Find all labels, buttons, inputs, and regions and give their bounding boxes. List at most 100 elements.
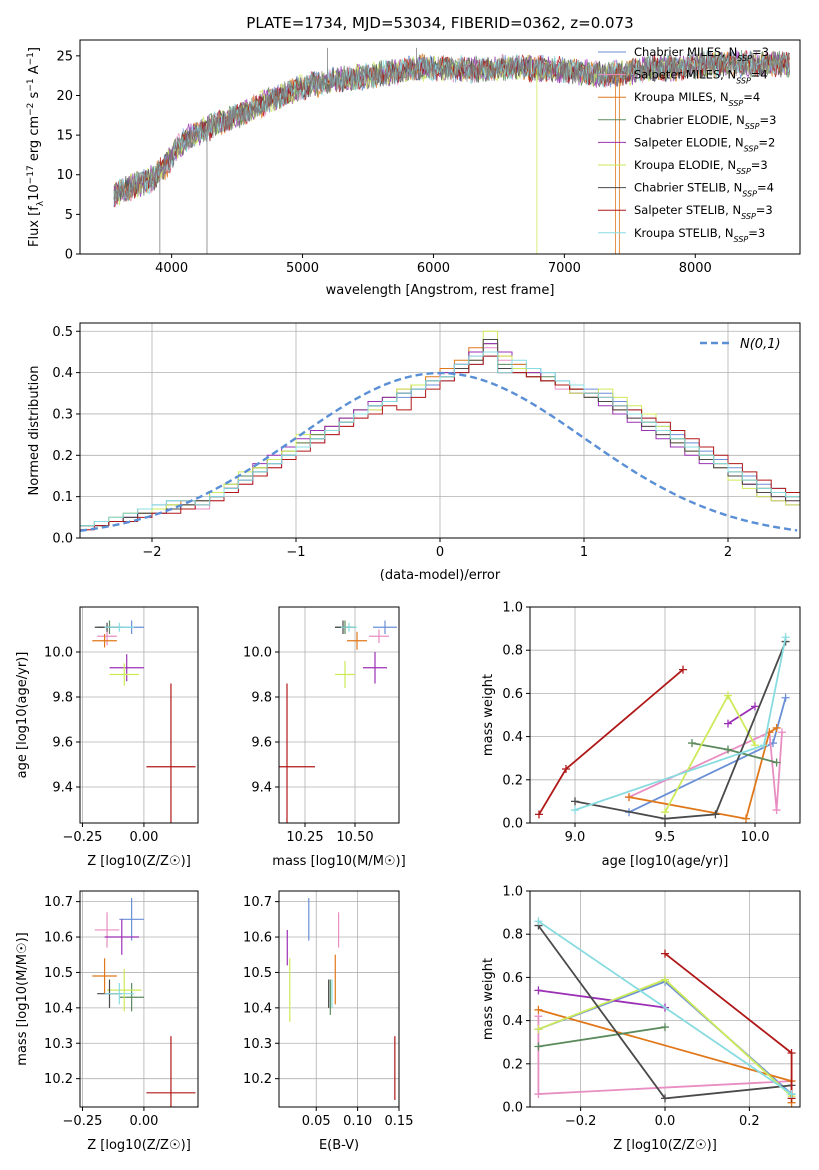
y-tick-label: 0.4 <box>502 730 523 745</box>
age_vs_mass-plot <box>279 620 397 823</box>
spectrum-data-line <box>113 51 790 205</box>
weight_vs_Z-ylabel: mass weight <box>481 958 496 1040</box>
weight-marker <box>625 793 633 802</box>
axes-border <box>79 890 199 1108</box>
weight-marker <box>661 1023 669 1032</box>
weight_vs_age-axes: 9.0 9.5 10.0 0.0 0.2 0.4 0.6 0.8 1.0 <box>502 601 801 845</box>
mass_vs_Z-axes: −0.25 0.00 10.2 10.3 10.4 10.5 10.6 10.7 <box>44 890 199 1129</box>
weight-line <box>537 920 793 1095</box>
spectrum-legend: Chabrier MILES, NSSP=3 Salpeter MILES, NS… <box>598 45 776 243</box>
x-tick-label: 9.0 <box>565 830 586 845</box>
weight-marker <box>781 633 790 642</box>
y-tick-label: 9.4 <box>251 781 272 796</box>
y-tick-label: 1.0 <box>502 601 523 616</box>
weight_vs_Z-axes: −0.2 0.0 0.2 0.0 0.2 0.4 0.6 0.8 1.0 <box>502 885 801 1129</box>
y-tick-label: 0 <box>65 248 73 263</box>
mass_vs_Z-ylabel: mass [log10(M/M☉)] <box>15 932 30 1065</box>
x-tick-label: 0.2 <box>739 1114 760 1129</box>
x-tick-label: −2 <box>142 545 161 560</box>
y-tick-label: 0.6 <box>502 687 523 702</box>
weight-marker <box>751 702 759 711</box>
x-tick-label: 0.00 <box>129 1114 158 1129</box>
weight-marker <box>562 765 570 773</box>
y-tick-label: 0.6 <box>502 971 523 986</box>
x-tick-label: 5000 <box>286 261 319 276</box>
x-tick-label: 1 <box>580 545 588 560</box>
spectrum-plot <box>113 47 790 254</box>
x-tick-label: 2 <box>724 545 732 560</box>
x-tick-label: 7000 <box>548 261 581 276</box>
weight-marker <box>534 917 543 926</box>
spectrum-xlabel: wavelength [Angstrom, rest frame] <box>326 283 555 298</box>
legend-entry: Salpeter MILES, NSSP=4 <box>634 68 768 86</box>
x-tick-label: 6000 <box>417 261 450 276</box>
mass_vs_ebv-xlabel: E(B-V) <box>319 1138 359 1153</box>
y-tick-label: 10.4 <box>243 1001 272 1016</box>
x-tick-label: 0.10 <box>343 1114 372 1129</box>
legend-entry: Salpeter ELODIE, NSSP=2 <box>634 135 775 153</box>
weight_vs_age-ylabel: mass weight <box>481 674 496 756</box>
x-tick-label: −1 <box>286 545 305 560</box>
spectrum-ylabel: Flux [fλ10−17 erg cm−2 s−1 A−1] <box>26 47 46 247</box>
weight-line <box>628 727 778 820</box>
age_vs_Z-plot <box>92 620 196 823</box>
age_vs_Z-axes: −0.25 0.00 9.4 9.6 9.8 10.0 <box>44 606 199 845</box>
y-tick-label: 10 <box>56 168 73 183</box>
axes-border <box>278 606 400 824</box>
y-tick-label: 10.3 <box>44 1037 73 1052</box>
y-tick-label: 15 <box>56 129 73 144</box>
x-tick-label: 10.0 <box>741 830 770 845</box>
weight-marker <box>534 986 543 995</box>
weight-line <box>727 705 756 725</box>
y-tick-label: 10.2 <box>44 1072 73 1087</box>
weight-line <box>538 668 684 815</box>
age_vs_mass-axes: 10.25 10.50 9.4 9.6 9.8 10.0 <box>243 606 400 845</box>
legend-entry: Kroupa MILES, NSSP=4 <box>634 90 760 108</box>
x-tick-label: 0.05 <box>302 1114 331 1129</box>
x-tick-label: −0.2 <box>565 1114 597 1129</box>
x-tick-label: 4000 <box>155 261 188 276</box>
y-tick-label: 10.7 <box>44 895 73 910</box>
x-tick-label: 0 <box>436 545 444 560</box>
legend-entry: Kroupa STELIB, NSSP=3 <box>634 226 765 244</box>
y-tick-label: 0.5 <box>52 325 73 340</box>
spectrum-axes: 4000 5000 6000 7000 8000 0 5 10 15 20 25 <box>56 39 801 276</box>
weight-marker <box>724 691 732 700</box>
legend-entry: Kroupa ELODIE, NSSP=3 <box>634 158 768 176</box>
weight-marker <box>711 810 720 819</box>
y-tick-label: 0.8 <box>502 644 523 659</box>
weight-marker <box>772 758 781 767</box>
y-tick-label: 5 <box>65 208 73 223</box>
weight-marker <box>781 693 790 702</box>
legend-entry: N(0,1) <box>740 337 781 352</box>
weight-line <box>628 730 783 811</box>
weight-marker <box>571 797 579 806</box>
y-tick-label: 0.4 <box>502 1014 523 1029</box>
y-tick-label: 10.6 <box>44 931 73 946</box>
y-tick-label: 9.8 <box>52 691 73 706</box>
weight-marker <box>661 975 669 984</box>
histogram-step <box>80 351 800 538</box>
weight-marker <box>787 1090 796 1099</box>
axes-border <box>278 890 400 1108</box>
x-tick-label: 10.50 <box>336 830 373 845</box>
y-tick-label: 10.6 <box>243 931 272 946</box>
gaussian-curve <box>80 371 798 532</box>
x-tick-label: 8000 <box>679 261 712 276</box>
y-tick-label: 0.2 <box>502 773 523 788</box>
weight_vs_age-xlabel: age [log10(age/yr)] <box>602 854 729 869</box>
legend-entry: Chabrier ELODIE, NSSP=3 <box>634 113 776 131</box>
weight-marker <box>787 1049 796 1057</box>
legend-entry: Chabrier MILES, NSSP=3 <box>634 45 769 63</box>
y-tick-label: 0.2 <box>502 1057 523 1072</box>
x-tick-label: 0.15 <box>385 1114 414 1129</box>
weight-marker <box>661 1094 669 1103</box>
mass_vs_ebv-plot <box>286 898 396 1100</box>
histogram-step <box>80 339 800 538</box>
y-tick-label: 10.3 <box>243 1037 272 1052</box>
y-tick-label: 0.0 <box>502 817 523 832</box>
y-tick-label: 10.2 <box>243 1072 272 1087</box>
weight-marker <box>534 1005 543 1014</box>
y-tick-label: 25 <box>56 49 73 64</box>
